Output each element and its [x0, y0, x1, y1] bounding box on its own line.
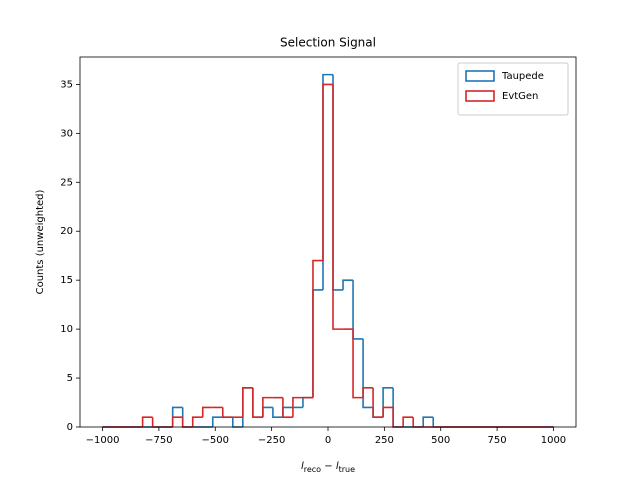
x-tick-label: 250 [375, 435, 394, 446]
histogram-step [342, 279, 354, 290]
histogram-step [352, 329, 364, 399]
x-tick-label: 750 [488, 435, 507, 446]
x-tick-label: 0 [325, 435, 331, 446]
histogram-step [322, 83, 334, 261]
x-axis-label: lreco − ltrue [301, 461, 355, 474]
x-tick-label: 1000 [541, 435, 566, 446]
histogram-step [362, 387, 374, 398]
histogram-step [171, 416, 183, 427]
y-tick-label: 15 [60, 275, 73, 286]
histogram-step [252, 387, 263, 419]
legend-box [457, 62, 569, 116]
y-axis-label: Counts (unweighted) [35, 190, 46, 295]
y-tick-label: 35 [60, 79, 73, 90]
x-label-part: reco [304, 465, 321, 474]
x-tick-label: 500 [431, 435, 450, 446]
legend-label: Taupede [501, 71, 544, 82]
x-label-part: l [336, 461, 339, 472]
histogram-step [382, 406, 394, 418]
histogram-step [292, 396, 303, 418]
y-tick-label: 5 [67, 373, 73, 384]
y-tick-label: 0 [67, 422, 73, 433]
histogram-step [422, 416, 434, 427]
y-tick-label: 10 [60, 324, 73, 335]
histogram-step [372, 387, 384, 419]
histogram-step [312, 259, 323, 398]
x-tick-label: −250 [258, 435, 285, 446]
histogram-step [272, 407, 283, 419]
x-label-part: l [301, 461, 304, 472]
histogram-step [402, 416, 414, 427]
histogram-step [201, 406, 213, 418]
x-tick-label: −1000 [86, 435, 120, 446]
x-label-part: true [339, 465, 355, 474]
histogram-step [262, 396, 273, 418]
x-tick-label: −750 [145, 435, 172, 446]
y-tick-label: 30 [60, 128, 73, 139]
histogram-step [242, 387, 253, 418]
histogram-step [332, 84, 344, 330]
legend-swatch [465, 90, 495, 102]
legend-swatch [465, 70, 495, 82]
legend-label: EvtGen [502, 91, 538, 102]
histogram-step [362, 338, 374, 409]
histogram-step [221, 407, 233, 419]
x-label-part: − [321, 461, 336, 472]
histogram-step [282, 397, 293, 419]
histogram-step [211, 416, 223, 427]
histogram-step [141, 416, 153, 427]
y-tick-label: 25 [60, 177, 73, 188]
chart-title: Selection Signal [280, 36, 376, 50]
x-tick-label: −500 [202, 435, 229, 446]
y-tick-label: 20 [60, 226, 73, 237]
histogram-step [191, 416, 203, 427]
